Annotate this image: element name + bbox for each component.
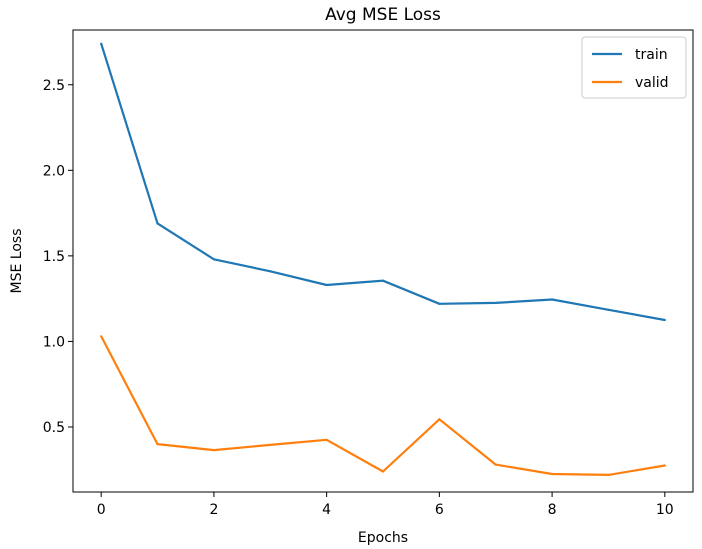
y-tick-label: 2.5: [43, 78, 65, 94]
data-point-train: [156, 222, 159, 225]
data-point-valid: [438, 418, 441, 421]
x-tick-label: 6: [435, 502, 444, 518]
x-tick-label: 4: [322, 502, 331, 518]
data-point-valid: [212, 448, 216, 452]
y-tick-label: 1.0: [43, 334, 65, 350]
data-point-valid: [381, 470, 385, 473]
x-axis: 0 2 4 6 8 10: [97, 492, 674, 518]
legend: train valid: [581, 36, 687, 99]
series-layer: [100, 42, 666, 476]
x-axis-label: Epochs: [358, 530, 408, 546]
data-point-train: [212, 258, 216, 261]
legend-label-train: train: [635, 47, 668, 63]
data-point-valid: [100, 335, 103, 338]
y-tick-label: 0.5: [43, 420, 65, 436]
data-point-valid: [325, 438, 328, 441]
data-point-train: [269, 270, 272, 273]
data-point-valid: [550, 472, 554, 476]
y-tick-label: 2.0: [43, 163, 65, 179]
data-point-train: [381, 279, 385, 282]
chart-title: Avg MSE Loss: [325, 5, 441, 25]
data-point-valid: [663, 464, 666, 467]
data-point-train: [100, 42, 103, 45]
x-tick-label: 10: [656, 502, 674, 518]
data-point-valid: [494, 463, 497, 466]
y-tick-label: 1.5: [43, 249, 65, 265]
data-point-train: [438, 302, 441, 305]
y-axis: 0.5 1.0 1.5 2.0 2.5: [43, 78, 73, 436]
data-point-train: [325, 283, 328, 287]
data-point-valid: [607, 473, 610, 476]
plot-area: [72, 29, 694, 493]
x-tick-label: 8: [548, 502, 557, 518]
data-point-train: [550, 298, 554, 301]
x-tick-label: 2: [209, 502, 218, 518]
data-point-train: [663, 318, 666, 322]
legend-label-valid: valid: [635, 75, 669, 91]
data-point-valid: [156, 442, 159, 446]
data-point-valid: [269, 443, 272, 447]
data-point-train: [607, 308, 610, 311]
x-tick-label: 0: [97, 502, 106, 518]
legend-box: [581, 36, 687, 99]
y-axis-label: MSE Loss: [9, 229, 25, 294]
data-point-train: [494, 301, 497, 305]
